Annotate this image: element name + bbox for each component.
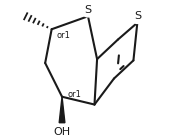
Text: S: S [134,11,141,21]
Circle shape [130,9,144,23]
Text: or1: or1 [67,90,81,99]
Circle shape [81,3,95,17]
Text: OH: OH [54,127,71,137]
Text: or1: or1 [57,31,71,40]
Text: S: S [84,5,92,15]
Polygon shape [59,97,65,123]
